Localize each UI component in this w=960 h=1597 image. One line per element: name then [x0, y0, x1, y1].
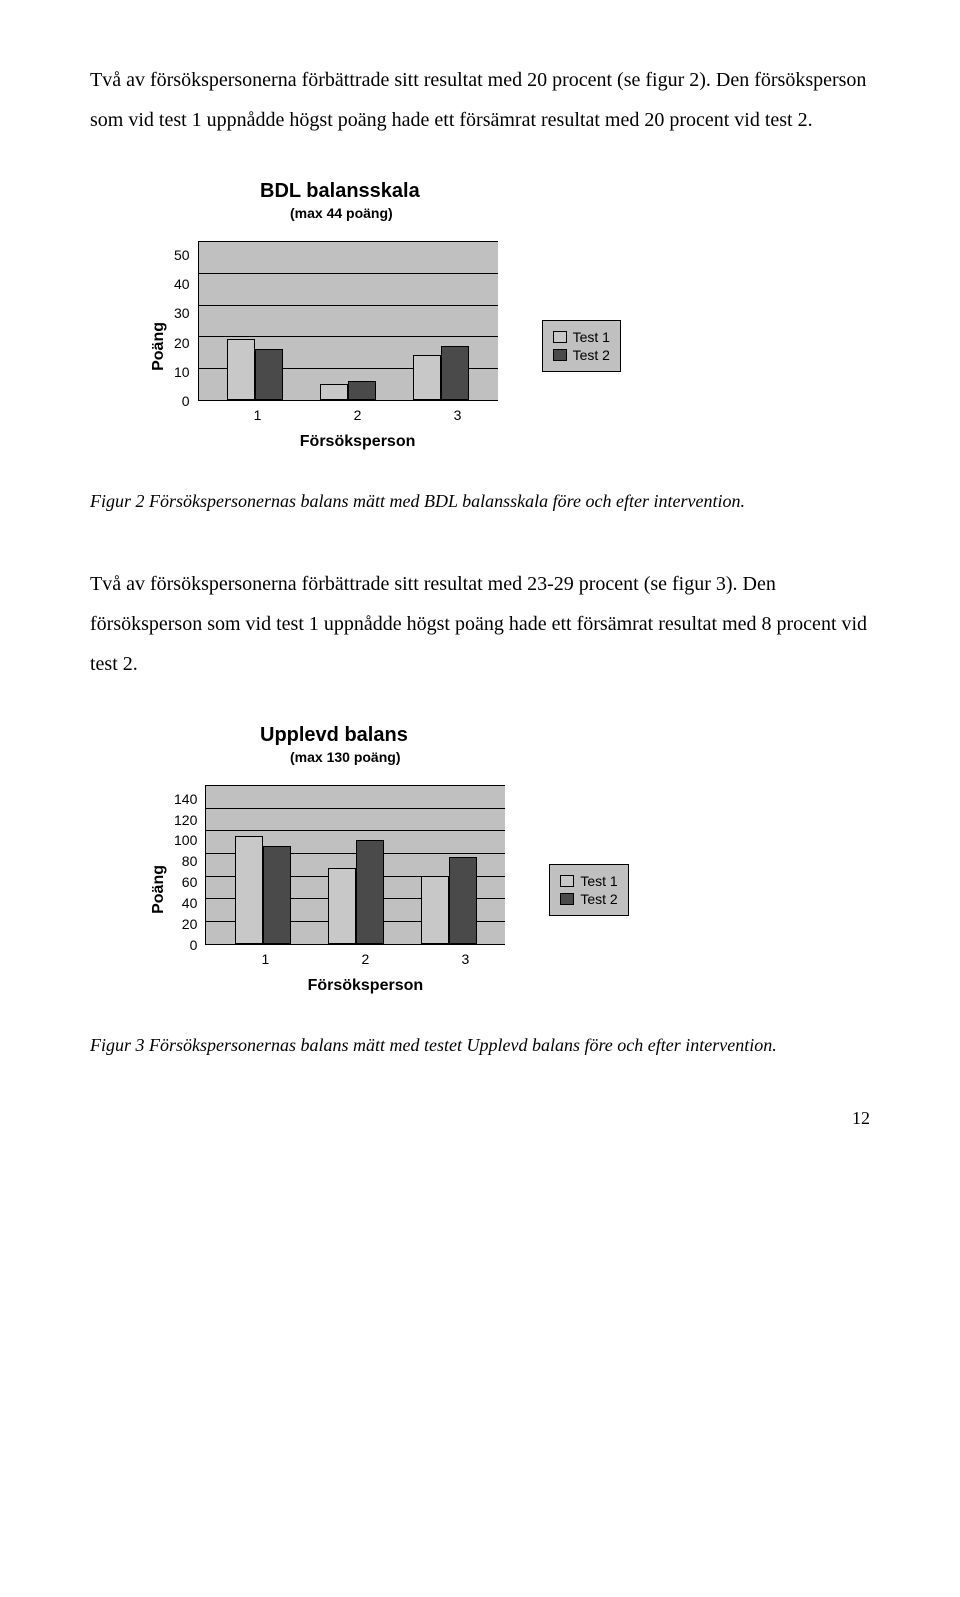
- bar: [413, 355, 441, 400]
- chart1-title: BDL balansskala: [260, 180, 870, 203]
- legend-label: Test 2: [573, 347, 610, 363]
- ytick: 40: [174, 277, 190, 291]
- ytick: 140: [174, 792, 197, 806]
- legend-swatch: [553, 331, 567, 343]
- legend-label: Test 1: [573, 329, 610, 345]
- chart2-plot: [205, 785, 505, 945]
- ytick: 10: [174, 365, 190, 379]
- bar: [235, 836, 263, 943]
- page-number: 12: [90, 1108, 870, 1129]
- bar: [421, 876, 449, 943]
- legend-swatch: [560, 875, 574, 887]
- ytick: 50: [174, 248, 190, 262]
- chart-upplevd: Upplevd balans (max 130 poäng) Poäng 140…: [150, 724, 870, 995]
- caption-2: Figur 3 Försökspersonernas balans mätt m…: [90, 1031, 870, 1060]
- ytick: 120: [174, 813, 197, 827]
- chart1-yticks: 50403020100: [174, 241, 190, 401]
- bar: [328, 868, 356, 943]
- chart2-xaxis-label: Försöksperson: [205, 977, 525, 995]
- ytick: 0: [190, 938, 198, 952]
- xtick: 3: [461, 951, 469, 967]
- chart2-xticks: 1 2 3: [205, 945, 525, 967]
- xtick: 2: [361, 951, 369, 967]
- legend-item: Test 1: [560, 873, 617, 889]
- legend-item: Test 1: [553, 329, 610, 345]
- bar: [348, 381, 376, 400]
- xtick: 2: [354, 407, 362, 423]
- chart1-plot: [198, 241, 498, 401]
- chart1-xaxis-label: Försöksperson: [198, 433, 518, 451]
- chart1-xticks: 1 2 3: [198, 401, 518, 423]
- bar: [449, 857, 477, 944]
- chart2-title: Upplevd balans: [260, 724, 870, 747]
- xtick: 3: [454, 407, 462, 423]
- bar: [255, 349, 283, 400]
- chart1-legend: Test 1 Test 2: [542, 320, 621, 372]
- chart-bdl: BDL balansskala (max 44 poäng) Poäng 50 4…: [150, 180, 870, 451]
- ytick: 100: [174, 833, 197, 847]
- ytick: 0: [182, 394, 190, 408]
- ytick: 80: [182, 854, 198, 868]
- paragraph-1: Två av försökspersonerna förbättrade sit…: [90, 60, 870, 140]
- caption-1: Figur 2 Försökspersonernas balans mätt m…: [90, 487, 870, 516]
- ytick: 60: [182, 875, 198, 889]
- xtick: 1: [261, 951, 269, 967]
- legend-swatch: [553, 349, 567, 361]
- bar: [441, 346, 469, 400]
- ytick: 20: [174, 336, 190, 350]
- ytick: 30: [174, 306, 190, 320]
- chart2-yticks: 140120100806040200: [174, 785, 197, 945]
- legend-swatch: [560, 893, 574, 905]
- ytick: 20: [182, 917, 198, 931]
- legend-item: Test 2: [560, 891, 617, 907]
- legend-item: Test 2: [553, 347, 610, 363]
- bar: [320, 384, 348, 400]
- ytick: 40: [182, 896, 198, 910]
- bar: [356, 840, 384, 944]
- xtick: 1: [254, 407, 262, 423]
- chart2-legend: Test 1 Test 2: [549, 864, 628, 916]
- paragraph-2: Två av försökspersonerna förbättrade sit…: [90, 564, 870, 684]
- legend-label: Test 1: [580, 873, 617, 889]
- bar: [263, 846, 291, 944]
- chart2-subtitle: (max 130 poäng): [290, 749, 870, 765]
- chart2-yaxis-label: Poäng: [150, 865, 168, 914]
- chart1-yaxis-label: Poäng: [150, 322, 168, 371]
- bar: [227, 339, 255, 400]
- legend-label: Test 2: [580, 891, 617, 907]
- chart1-subtitle: (max 44 poäng): [290, 205, 870, 221]
